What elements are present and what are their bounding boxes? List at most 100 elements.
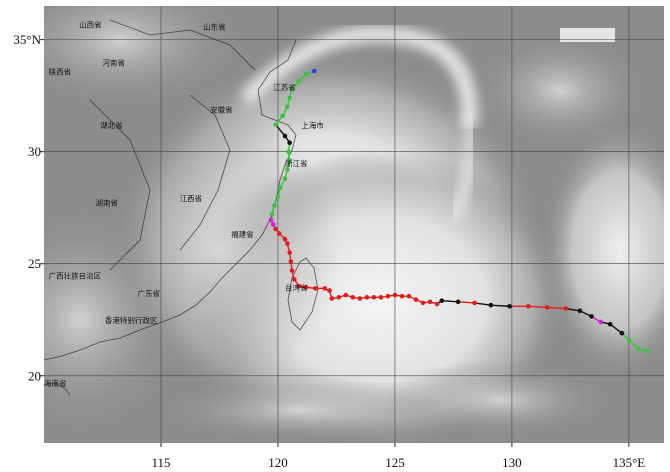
province-label: 广西壮族自治区 xyxy=(49,270,102,280)
track-point xyxy=(327,288,332,293)
province-label: 湖南省 xyxy=(95,197,118,207)
track-point xyxy=(296,78,302,84)
x-axis-ticks: 115 120 125 130 135°E xyxy=(151,443,645,470)
track-point xyxy=(472,300,477,306)
track-point xyxy=(280,113,285,119)
track-point xyxy=(289,268,295,273)
track-point xyxy=(272,203,277,208)
track-point xyxy=(427,299,433,305)
track-point xyxy=(455,299,461,305)
track-point xyxy=(268,217,274,223)
province-label: 湖北省 xyxy=(100,120,123,130)
track-point xyxy=(303,284,309,290)
track-point xyxy=(285,167,290,172)
track-point xyxy=(287,95,292,101)
y-axis-ticks: 35°N 30 25 20 xyxy=(13,32,44,383)
track-point xyxy=(563,306,569,311)
track-point xyxy=(526,303,531,309)
track-point xyxy=(507,303,512,309)
track-segment xyxy=(474,302,491,306)
y-tick-label: 25 xyxy=(28,256,41,271)
track-point xyxy=(278,185,283,190)
province-label: 江苏省 xyxy=(273,82,296,92)
track-point xyxy=(282,236,288,242)
track-point xyxy=(276,231,282,236)
y-tick-label: 20 xyxy=(28,368,41,383)
track-point xyxy=(635,346,641,352)
province-label: 台湾省 xyxy=(285,283,308,293)
track-point xyxy=(371,295,377,300)
track-point xyxy=(364,295,370,300)
track-point xyxy=(439,298,445,303)
track-point xyxy=(336,295,342,300)
track-point xyxy=(392,292,398,298)
track-point xyxy=(275,194,281,199)
track-point xyxy=(619,330,625,336)
x-tick-label: 135°E xyxy=(613,455,646,470)
province-label: 安徽省 xyxy=(210,104,233,114)
province-label: 上海市 xyxy=(301,120,324,130)
province-label: 福建省 xyxy=(231,229,254,239)
track-point xyxy=(303,72,309,77)
y-tick-label: 35°N xyxy=(13,32,41,47)
track-point xyxy=(598,319,604,325)
track-point xyxy=(269,212,275,217)
y-tick-label: 30 xyxy=(28,144,41,159)
track-point xyxy=(406,293,412,299)
track-point xyxy=(287,250,292,255)
x-tick-label: 130 xyxy=(502,455,522,470)
track-point xyxy=(273,122,278,128)
gridlines xyxy=(44,6,664,443)
track-segment xyxy=(490,304,510,307)
track-point xyxy=(357,296,363,301)
track-point xyxy=(378,295,384,300)
province-label: 河南省 xyxy=(102,57,125,67)
track-point xyxy=(270,222,276,227)
track-point xyxy=(322,286,328,291)
track-segment xyxy=(546,306,566,310)
track-point xyxy=(385,293,391,299)
track-point xyxy=(413,297,419,302)
track-point xyxy=(288,259,294,264)
storm-track xyxy=(268,68,650,354)
x-tick-label: 115 xyxy=(151,455,170,470)
track-point xyxy=(282,133,288,139)
x-tick-label: 125 xyxy=(385,455,405,470)
track-point xyxy=(434,301,440,307)
track-segment xyxy=(565,307,580,312)
track-point xyxy=(287,140,292,146)
track-point xyxy=(292,277,297,282)
track-point xyxy=(282,176,288,181)
track-point xyxy=(589,314,594,319)
track-segment xyxy=(275,124,286,137)
track-point xyxy=(289,86,295,92)
province-label: 山东省 xyxy=(203,22,226,32)
track-segment xyxy=(609,323,623,334)
track-point xyxy=(285,241,290,246)
province-label: 浙江省 xyxy=(285,158,308,168)
track-point xyxy=(544,305,550,310)
track-point xyxy=(577,308,583,314)
track-point xyxy=(273,226,278,232)
province-label: 山西省 xyxy=(79,19,102,29)
province-label: 陕西省 xyxy=(49,66,72,76)
track-point xyxy=(399,293,405,299)
province-label: 江西省 xyxy=(180,193,203,203)
track-segment xyxy=(441,299,459,303)
province-label: 香港特别行政区 xyxy=(105,315,158,325)
track-point xyxy=(329,296,335,301)
track-point xyxy=(285,104,290,110)
track-point xyxy=(607,321,613,327)
province-label: 广东省 xyxy=(138,288,161,298)
track-point xyxy=(311,68,317,74)
track-point xyxy=(626,337,632,343)
cloud-cover xyxy=(44,6,664,443)
track-point xyxy=(645,348,650,354)
track-point xyxy=(420,300,426,306)
track-segment xyxy=(528,305,548,309)
track-point xyxy=(313,286,318,291)
track-segment xyxy=(458,301,475,304)
track-point xyxy=(296,283,302,289)
